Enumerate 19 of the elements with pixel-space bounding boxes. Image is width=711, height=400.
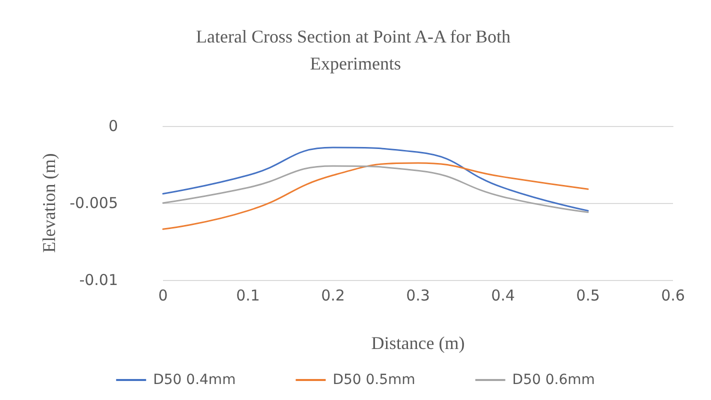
x-axis-title: Distance (m) <box>371 333 465 353</box>
x-tick-label: 0 <box>158 286 168 304</box>
x-tick-label: 0.4 <box>491 286 515 304</box>
y-axis-title: Elevation (m) <box>39 153 59 253</box>
x-tick-label: 0.1 <box>236 286 260 304</box>
legend-label: D50 0.4mm <box>153 372 236 388</box>
y-tick-label: 0 <box>108 117 118 135</box>
chart-title: Lateral Cross Section at Point A-A for Both Experiments <box>196 26 515 74</box>
legend-label: D50 0.5mm <box>332 372 416 388</box>
y-tick-label: -0.005 <box>70 194 118 212</box>
line-series <box>162 162 589 230</box>
x-tick-label: 0.3 <box>406 286 430 304</box>
legend-label: D50 0.6mm <box>512 372 595 388</box>
x-tick-label: 0.5 <box>576 286 600 304</box>
line-series <box>162 165 589 213</box>
line-series <box>162 146 589 212</box>
y-tick-label: -0.01 <box>79 271 118 289</box>
x-tick-label: 0.2 <box>321 286 345 304</box>
x-tick-label: 0.6 <box>661 286 685 304</box>
